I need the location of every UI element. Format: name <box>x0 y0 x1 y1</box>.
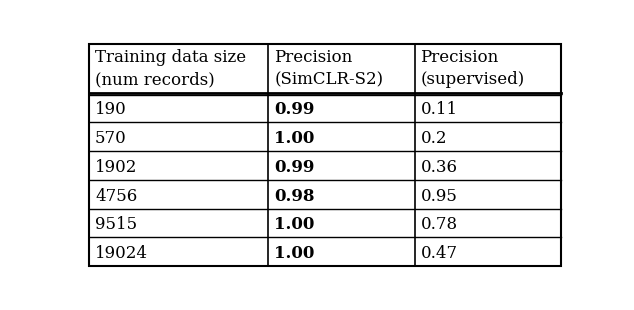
Text: 1902: 1902 <box>95 159 138 176</box>
Text: 0.98: 0.98 <box>275 188 314 205</box>
Text: 0.11: 0.11 <box>420 101 458 118</box>
Text: 19024: 19024 <box>95 245 148 262</box>
Text: 1.00: 1.00 <box>275 216 314 233</box>
Text: 0.95: 0.95 <box>420 188 457 205</box>
Text: 1.00: 1.00 <box>275 245 314 262</box>
Text: 4756: 4756 <box>95 188 137 205</box>
Text: 9515: 9515 <box>95 216 137 233</box>
Text: Precision
(supervised): Precision (supervised) <box>420 49 525 88</box>
Text: 1.00: 1.00 <box>275 130 314 147</box>
Text: Precision
(SimCLR-S2): Precision (SimCLR-S2) <box>275 49 384 88</box>
Text: 0.99: 0.99 <box>275 101 314 118</box>
Text: 570: 570 <box>95 130 127 147</box>
Text: 0.47: 0.47 <box>420 245 458 262</box>
Text: 0.78: 0.78 <box>420 216 458 233</box>
Text: 0.36: 0.36 <box>420 159 458 176</box>
Text: Training data size
(num records): Training data size (num records) <box>95 49 246 88</box>
Text: 0.99: 0.99 <box>275 159 314 176</box>
Text: 190: 190 <box>95 101 127 118</box>
Text: 0.2: 0.2 <box>420 130 447 147</box>
